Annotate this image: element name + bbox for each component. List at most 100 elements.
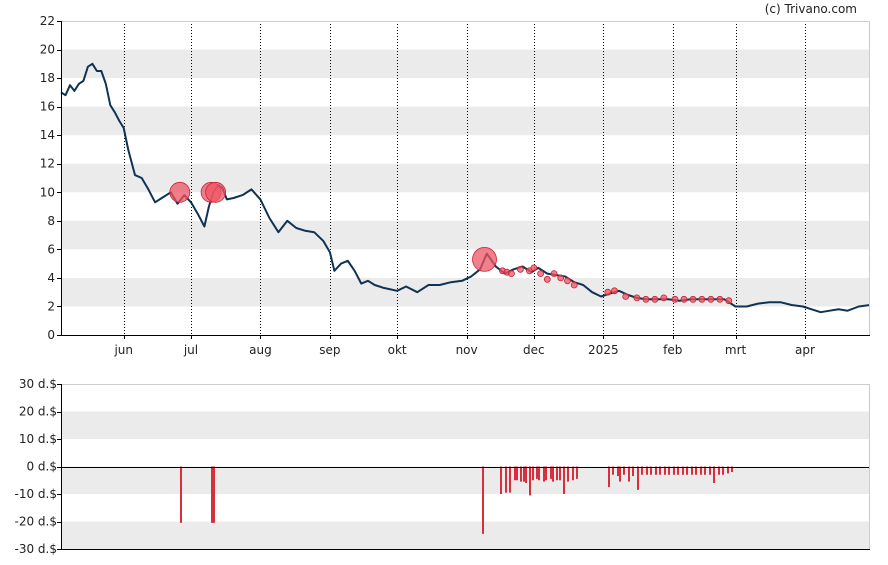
transaction-bar [646, 466, 648, 475]
transaction-marker [472, 246, 497, 272]
transaction-bar [516, 466, 518, 481]
transaction-marker [507, 270, 515, 278]
transaction-bar [500, 466, 502, 494]
price-x-tick-label: feb [663, 343, 682, 357]
price-y-tick-label: 22 [40, 14, 55, 28]
transaction-marker [698, 295, 706, 303]
transaction-bar [538, 466, 540, 481]
transaction-bar [550, 466, 552, 479]
price-y-axis-ticks: 0 2 4 6 8 10 12 14 16 18 20 22 [40, 14, 61, 342]
transaction-bar [514, 466, 516, 481]
transaction-bar [727, 466, 729, 474]
transaction-bar [211, 466, 213, 523]
volume-band [61, 466, 870, 494]
transaction-bars [180, 466, 733, 534]
transaction-bar [552, 466, 554, 482]
transaction-marker [205, 181, 227, 203]
transaction-marker [530, 264, 538, 272]
transaction-bar [567, 466, 569, 482]
transaction-bar [525, 466, 527, 483]
volume-y-tick-label: -10 d.$ [15, 487, 57, 501]
transaction-marker [550, 270, 558, 278]
transaction-marker [543, 275, 551, 283]
price-band [61, 163, 870, 193]
transaction-bar [677, 466, 679, 475]
transaction-bar [686, 466, 688, 475]
volume-band [61, 521, 870, 549]
transaction-bar [576, 466, 578, 479]
transaction-marker [604, 288, 612, 296]
transaction-marker [642, 295, 650, 303]
price-y-tick-label: 2 [47, 299, 55, 313]
transaction-bar [632, 466, 634, 477]
volume-y-tick-label: -30 d.$ [15, 542, 57, 556]
transaction-marker [689, 295, 697, 303]
price-y-tick-label: 6 [47, 242, 55, 256]
transaction-bar [180, 466, 182, 523]
credit-text: (c) Trivano.com [765, 2, 857, 16]
transaction-marker [651, 295, 659, 303]
price-y-tick-label: 0 [47, 328, 55, 342]
transaction-marker [622, 293, 630, 300]
transaction-bar [563, 466, 565, 494]
transaction-marker [169, 181, 191, 203]
transaction-marker [537, 270, 544, 278]
transaction-bar [559, 466, 561, 481]
transaction-bar [731, 466, 733, 472]
price-axes [61, 21, 870, 336]
transaction-bar [718, 466, 720, 475]
price-y-tick-label: 8 [47, 214, 55, 228]
volume-y-axis-ticks: 30 d.$ 20 d.$ 10 d.$ 0 d.$ -10 d.$ -20 d.$ -30… [15, 377, 61, 556]
month-gridlines [124, 21, 806, 335]
transaction-marker [680, 295, 688, 303]
transaction-markers [169, 181, 733, 305]
volume-y-tick-label: 20 d.$ [19, 405, 57, 419]
transaction-bar [536, 466, 538, 479]
transaction-marker [611, 287, 618, 295]
transaction-marker [707, 295, 715, 303]
price-x-axis-ticks: jun jul aug sep okt nov dec 2025 feb mrt apr [113, 335, 815, 357]
transaction-bar [556, 466, 558, 481]
price-x-tick-label: jul [183, 343, 198, 357]
transaction-bar [505, 466, 507, 493]
price-x-tick-label: okt [388, 343, 407, 357]
transaction-bar [659, 466, 661, 475]
transaction-bar [520, 466, 522, 482]
transaction-marker [517, 265, 524, 273]
transaction-marker [660, 294, 668, 302]
price-panel-bands [61, 49, 870, 307]
panel-frames [61, 21, 870, 550]
transaction-bar [482, 466, 484, 534]
transaction-bar [545, 466, 547, 481]
price-y-tick-label: 18 [40, 71, 55, 85]
price-y-tick-label: 4 [47, 271, 55, 285]
transaction-bar [691, 466, 693, 475]
transaction-marker [633, 294, 641, 302]
volume-axes [61, 384, 870, 550]
volume-panel-bands [61, 411, 870, 549]
price-x-tick-label: aug [249, 343, 272, 357]
transaction-bar [509, 466, 511, 493]
transaction-marker [564, 277, 571, 285]
transaction-bar [641, 466, 643, 475]
price-x-tick-label: 2025 [588, 343, 619, 357]
transaction-bar [617, 466, 619, 477]
transaction-marker [570, 281, 578, 289]
price-x-tick-label: nov [456, 343, 478, 357]
transaction-bar [608, 466, 610, 488]
transaction-bar [709, 466, 711, 475]
transaction-bar [713, 466, 715, 483]
transaction-bar [704, 466, 706, 475]
transaction-bar [523, 466, 525, 482]
transaction-bar [700, 466, 702, 475]
transaction-bar [213, 466, 215, 523]
transaction-bar [623, 466, 625, 475]
price-x-tick-label: sep [319, 343, 340, 357]
volume-y-tick-label: 10 d.$ [19, 432, 57, 446]
transaction-bar [695, 466, 697, 475]
transaction-marker [557, 274, 565, 282]
price-band [61, 220, 870, 250]
transaction-marker [716, 295, 724, 303]
transaction-marker [671, 295, 679, 303]
transaction-bar [668, 466, 670, 475]
